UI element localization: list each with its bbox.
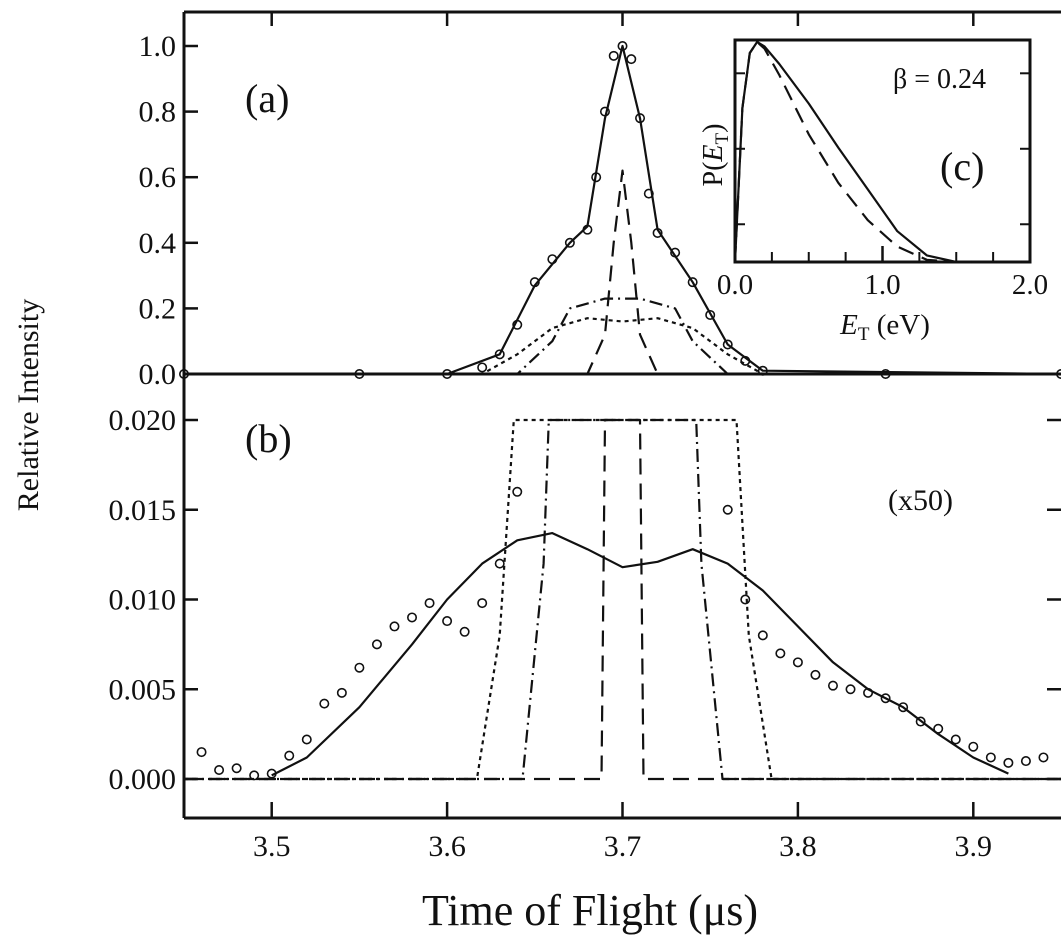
y-axis-label: Relative Intensity bbox=[12, 299, 45, 511]
inset-x-tick-label: 1.0 bbox=[864, 269, 900, 301]
panel-b-data-point bbox=[196, 747, 207, 758]
panel-c-label: (c) bbox=[940, 144, 984, 189]
panel-b-data-point bbox=[249, 770, 260, 781]
panel-a-data-point bbox=[564, 237, 575, 248]
x-axis-label: Time of Flight (μs) bbox=[422, 886, 758, 935]
panel-b-data-point bbox=[1003, 757, 1014, 768]
panel-b-dash-dot-line bbox=[184, 418, 1061, 781]
panel-a-data-point bbox=[477, 362, 488, 373]
panel-b-y-tick-label: 0.000 bbox=[109, 763, 177, 796]
beta-annotation: β = 0.24 bbox=[893, 64, 986, 95]
panel-b-dotted-line bbox=[184, 418, 1061, 781]
x50-annotation: (x50) bbox=[888, 484, 953, 517]
panel-b-data-point bbox=[722, 504, 733, 515]
panel-b-data-point bbox=[792, 657, 803, 668]
panel-a-data-point bbox=[687, 277, 698, 288]
panel-b-data-point bbox=[985, 752, 996, 763]
panel-a-data-point bbox=[722, 339, 733, 350]
panel-a-data-point bbox=[608, 50, 619, 61]
panel-b-data-point bbox=[898, 702, 909, 713]
panel-b-data-point bbox=[477, 598, 488, 609]
panel-a-label: (a) bbox=[245, 76, 289, 121]
panel-a-solid-line bbox=[184, 44, 1061, 376]
panel-b-y-tick-label: 0.020 bbox=[109, 404, 177, 437]
panel-b-data-point bbox=[459, 626, 470, 637]
x-tick-label: 3.9 bbox=[955, 830, 993, 863]
panel-a-dashed-line bbox=[184, 169, 1061, 376]
panel-b-data-point bbox=[757, 630, 768, 641]
panel-b-data-point bbox=[915, 716, 926, 727]
panel-b-data-point bbox=[407, 612, 418, 623]
panel-b-y-tick-label: 0.015 bbox=[109, 494, 177, 527]
panel-a-y-tick-label: 0.4 bbox=[139, 227, 177, 260]
panel-b-data-point bbox=[827, 680, 838, 691]
panel-b-data-point bbox=[389, 621, 400, 632]
panel-b-data-point bbox=[442, 616, 453, 627]
panel-b-data-point bbox=[810, 669, 821, 680]
panel-b-data-point bbox=[1038, 752, 1049, 763]
panel-b-data-point bbox=[354, 662, 365, 673]
x-tick-label: 3.6 bbox=[428, 830, 466, 863]
panel-a-data-point bbox=[494, 349, 505, 360]
panel-a: 0.0 0.2 0.4 0.6 0.8 1.0 bbox=[139, 10, 1061, 391]
panel-b-data-point bbox=[512, 486, 523, 497]
panel-b-data-point bbox=[214, 765, 225, 776]
panel-b-data-point bbox=[284, 750, 295, 761]
inset-x-label: ET (eV) bbox=[839, 309, 930, 345]
panel-c-inset: 0.0 1.0 2.0 bbox=[717, 28, 1058, 301]
panel-b-dashed-line bbox=[184, 418, 1061, 781]
panel-b-data-point bbox=[424, 598, 435, 609]
panel-a-y-tick-label: 0.6 bbox=[139, 161, 177, 194]
panel-b-data-point bbox=[1020, 756, 1031, 767]
panel-b-solid-line bbox=[271, 531, 1009, 777]
panel-a-data-point bbox=[626, 54, 637, 65]
inset-x-tick-label: 0.0 bbox=[717, 269, 753, 301]
panel-b-data-point bbox=[301, 734, 312, 745]
inset-dashed-line bbox=[733, 40, 1030, 264]
panel-b-data-point bbox=[968, 741, 979, 752]
panel-b: 0.000 0.005 0.010 0.015 0.020 3.5 3.6 3.7 3.8 3.9 bbox=[109, 372, 1061, 863]
panel-b-data-point bbox=[950, 734, 961, 745]
x-tick-label: 3.8 bbox=[779, 830, 817, 863]
panel-a-y-tick-label: 1.0 bbox=[139, 30, 177, 63]
panel-a-data-point bbox=[705, 309, 716, 320]
panel-b-data-point bbox=[880, 693, 891, 704]
panel-b-data-point bbox=[845, 684, 856, 695]
inset-x-tick-label: 2.0 bbox=[1012, 269, 1048, 301]
panel-b-data-point bbox=[231, 763, 242, 774]
panel-a-y-tick-label: 0.2 bbox=[139, 292, 177, 325]
panel-b-y-tick-label: 0.010 bbox=[109, 584, 177, 617]
panel-b-data-point bbox=[319, 698, 330, 709]
panel-a-y-tick-label: 0.0 bbox=[139, 358, 177, 391]
x-tick-label: 3.5 bbox=[253, 830, 291, 863]
panel-b-data-point bbox=[775, 648, 786, 659]
panel-b-data-point bbox=[336, 687, 347, 698]
panel-a-y-tick-label: 0.8 bbox=[139, 96, 177, 129]
panel-b-y-tick-label: 0.005 bbox=[109, 673, 177, 706]
panel-a-dash-dot-line bbox=[184, 297, 1061, 376]
inset-y-label: P(ET) bbox=[698, 124, 733, 187]
inset-background bbox=[722, 28, 1058, 278]
panel-b-data-point bbox=[740, 594, 751, 605]
panel-b-data-point bbox=[371, 639, 382, 650]
x-tick-label: 3.7 bbox=[604, 830, 642, 863]
panel-b-data-point bbox=[494, 558, 505, 569]
panel-b-label: (b) bbox=[245, 416, 292, 461]
